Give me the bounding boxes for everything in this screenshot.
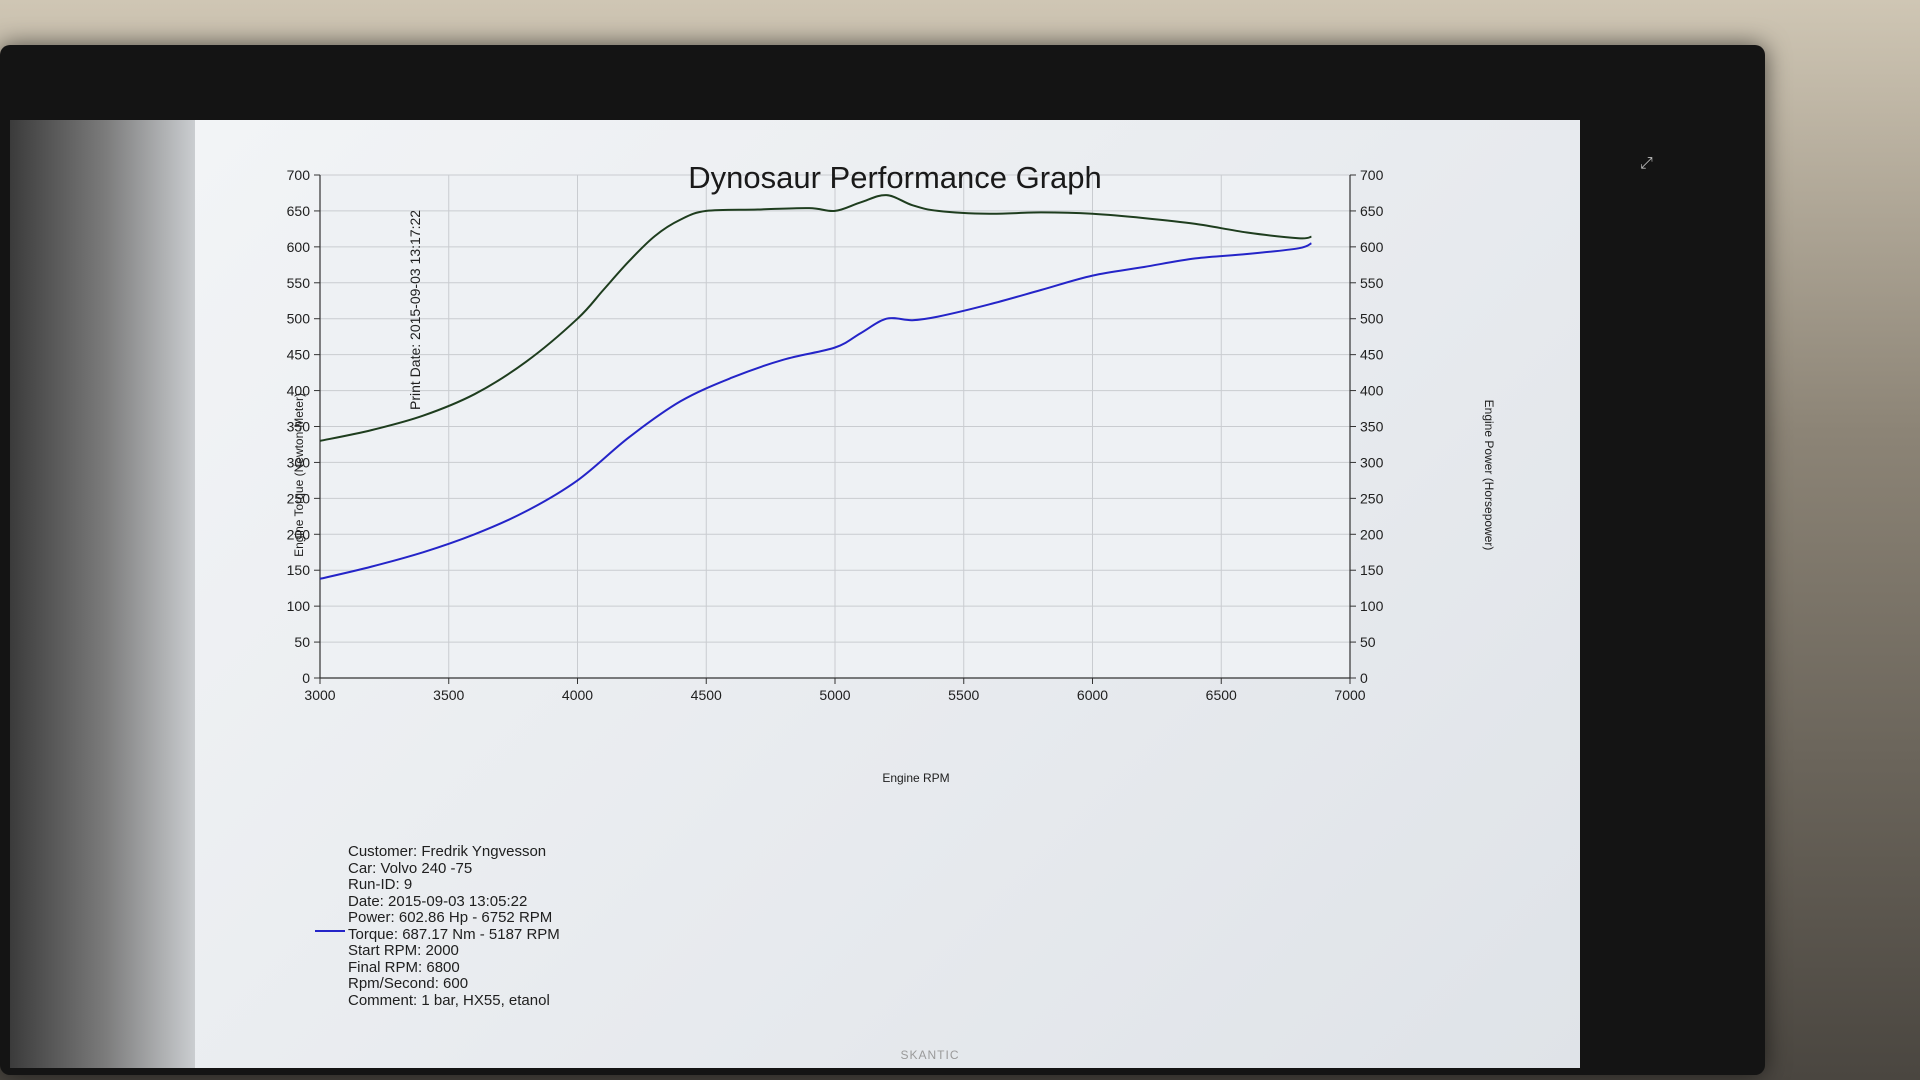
y-axis-right-label: Engine Power (Horsepower) xyxy=(1482,400,1496,551)
dyno-screen: 3000 3500 4000 4500 5000 5500 6000 6500 7000 0 0 50… xyxy=(195,120,1580,1068)
y-right-tick-label-300: 300 xyxy=(1360,454,1384,470)
x-tick-label-5500: 5500 xyxy=(948,687,979,703)
y-left-tick-label-100: 100 xyxy=(287,598,311,614)
info-final-rpm: Final RPM: 6800 xyxy=(348,958,460,976)
y-left-tick-label-500: 500 xyxy=(287,311,311,327)
y-right-tick-label-400: 400 xyxy=(1360,383,1384,399)
info-customer: Customer: Fredrik Yngvesson xyxy=(348,843,547,860)
y-left-tick-label-650: 650 xyxy=(287,203,311,219)
y-right-tick-label-500: 500 xyxy=(1360,311,1384,327)
y-right-tick-label-700: 700 xyxy=(1360,167,1384,183)
x-tick-label-6000: 6000 xyxy=(1077,687,1108,703)
y-right-tick-label-350: 350 xyxy=(1360,419,1384,435)
info-comment: Comment: 1 bar, HX55, etanol xyxy=(348,991,550,1009)
info-start-rpm: Start RPM: 2000 xyxy=(348,942,459,959)
fullscreen-icon[interactable]: ⤢ xyxy=(1640,155,1653,172)
y-left-tick-label-550: 550 xyxy=(287,275,311,291)
y-axis-left-label: Engine Torque (Newton-Meter) xyxy=(292,393,306,557)
monitor-bezel: 3000 3500 4000 4500 5000 5500 6000 6500 7000 0 0 50… xyxy=(0,45,1765,1075)
chart-grid xyxy=(319,174,1351,678)
info-power: Power: 602.86 Hp - 6752 RPM xyxy=(348,909,553,926)
y-right-tick-label-200: 200 xyxy=(1360,526,1384,542)
y-right-tick-label-250: 250 xyxy=(1360,490,1384,506)
y-left-tick-label-600: 600 xyxy=(287,239,311,255)
monitor-brand: SKANTIC xyxy=(900,1048,960,1062)
y-left-tick-label-200: 200 xyxy=(287,526,311,542)
x-tick-label-3000: 3000 xyxy=(304,687,335,703)
y-right-tick-label-50: 50 xyxy=(1360,634,1376,650)
info-run-id: Run-ID: 9 xyxy=(348,876,413,893)
info-rpm-second: Rpm/Second: 600 xyxy=(348,975,469,992)
y-right-tick-label-450: 450 xyxy=(1360,347,1384,363)
y-left-tick-label-350: 350 xyxy=(287,419,311,435)
y-right-tick-label-650: 650 xyxy=(1360,203,1384,219)
series-line-torque xyxy=(319,194,1312,442)
x-tick-label-6500: 6500 xyxy=(1206,687,1237,703)
y-right-tick-label-600: 600 xyxy=(1360,239,1384,255)
run-info: Customer: Fredrik Yngvesson Car: Volvo 2… xyxy=(348,843,560,1009)
y-right-tick-label-0: 0 xyxy=(1360,670,1368,686)
x-tick-label-5000: 5000 xyxy=(819,687,850,703)
y-left-tick-label-700: 700 xyxy=(287,167,311,183)
y-right-tick-label-550: 550 xyxy=(1360,275,1384,291)
y-right-tick-label-100: 100 xyxy=(1360,598,1384,614)
y-left-tick-label-400: 400 xyxy=(287,383,311,399)
print-date: Print Date: 2015-09-03 13:17:22 xyxy=(407,209,423,410)
x-tick-label-4000: 4000 xyxy=(562,687,593,703)
chart-title: Dynosaur Performance Graph xyxy=(688,160,1102,195)
screen-glare xyxy=(10,120,200,1068)
x-tick-label-7000: 7000 xyxy=(1334,687,1365,703)
y-left-tick-label-250: 250 xyxy=(287,490,311,506)
y-left-tick-label-300: 300 xyxy=(287,454,311,470)
y-right-tick-label-150: 150 xyxy=(1360,562,1384,578)
y-left-tick-label-150: 150 xyxy=(287,562,311,578)
info-torque: Torque: 687.17 Nm - 5187 RPM xyxy=(348,925,560,943)
y-left-tick-label-450: 450 xyxy=(287,347,311,363)
x-tick-label-3500: 3500 xyxy=(433,687,464,703)
x-tick-label-4500: 4500 xyxy=(691,687,722,703)
series-line-power xyxy=(319,242,1312,580)
legend-power-swatch xyxy=(315,930,345,932)
info-car: Car: Volvo 240 -75 xyxy=(348,859,473,877)
chart-series xyxy=(319,194,1312,580)
y-left-tick-label-50: 50 xyxy=(294,634,310,650)
info-date: Date: 2015-09-03 13:05:22 xyxy=(348,892,528,910)
y-left-tick-label-0: 0 xyxy=(302,670,310,686)
x-axis-label: Engine RPM xyxy=(882,771,949,785)
